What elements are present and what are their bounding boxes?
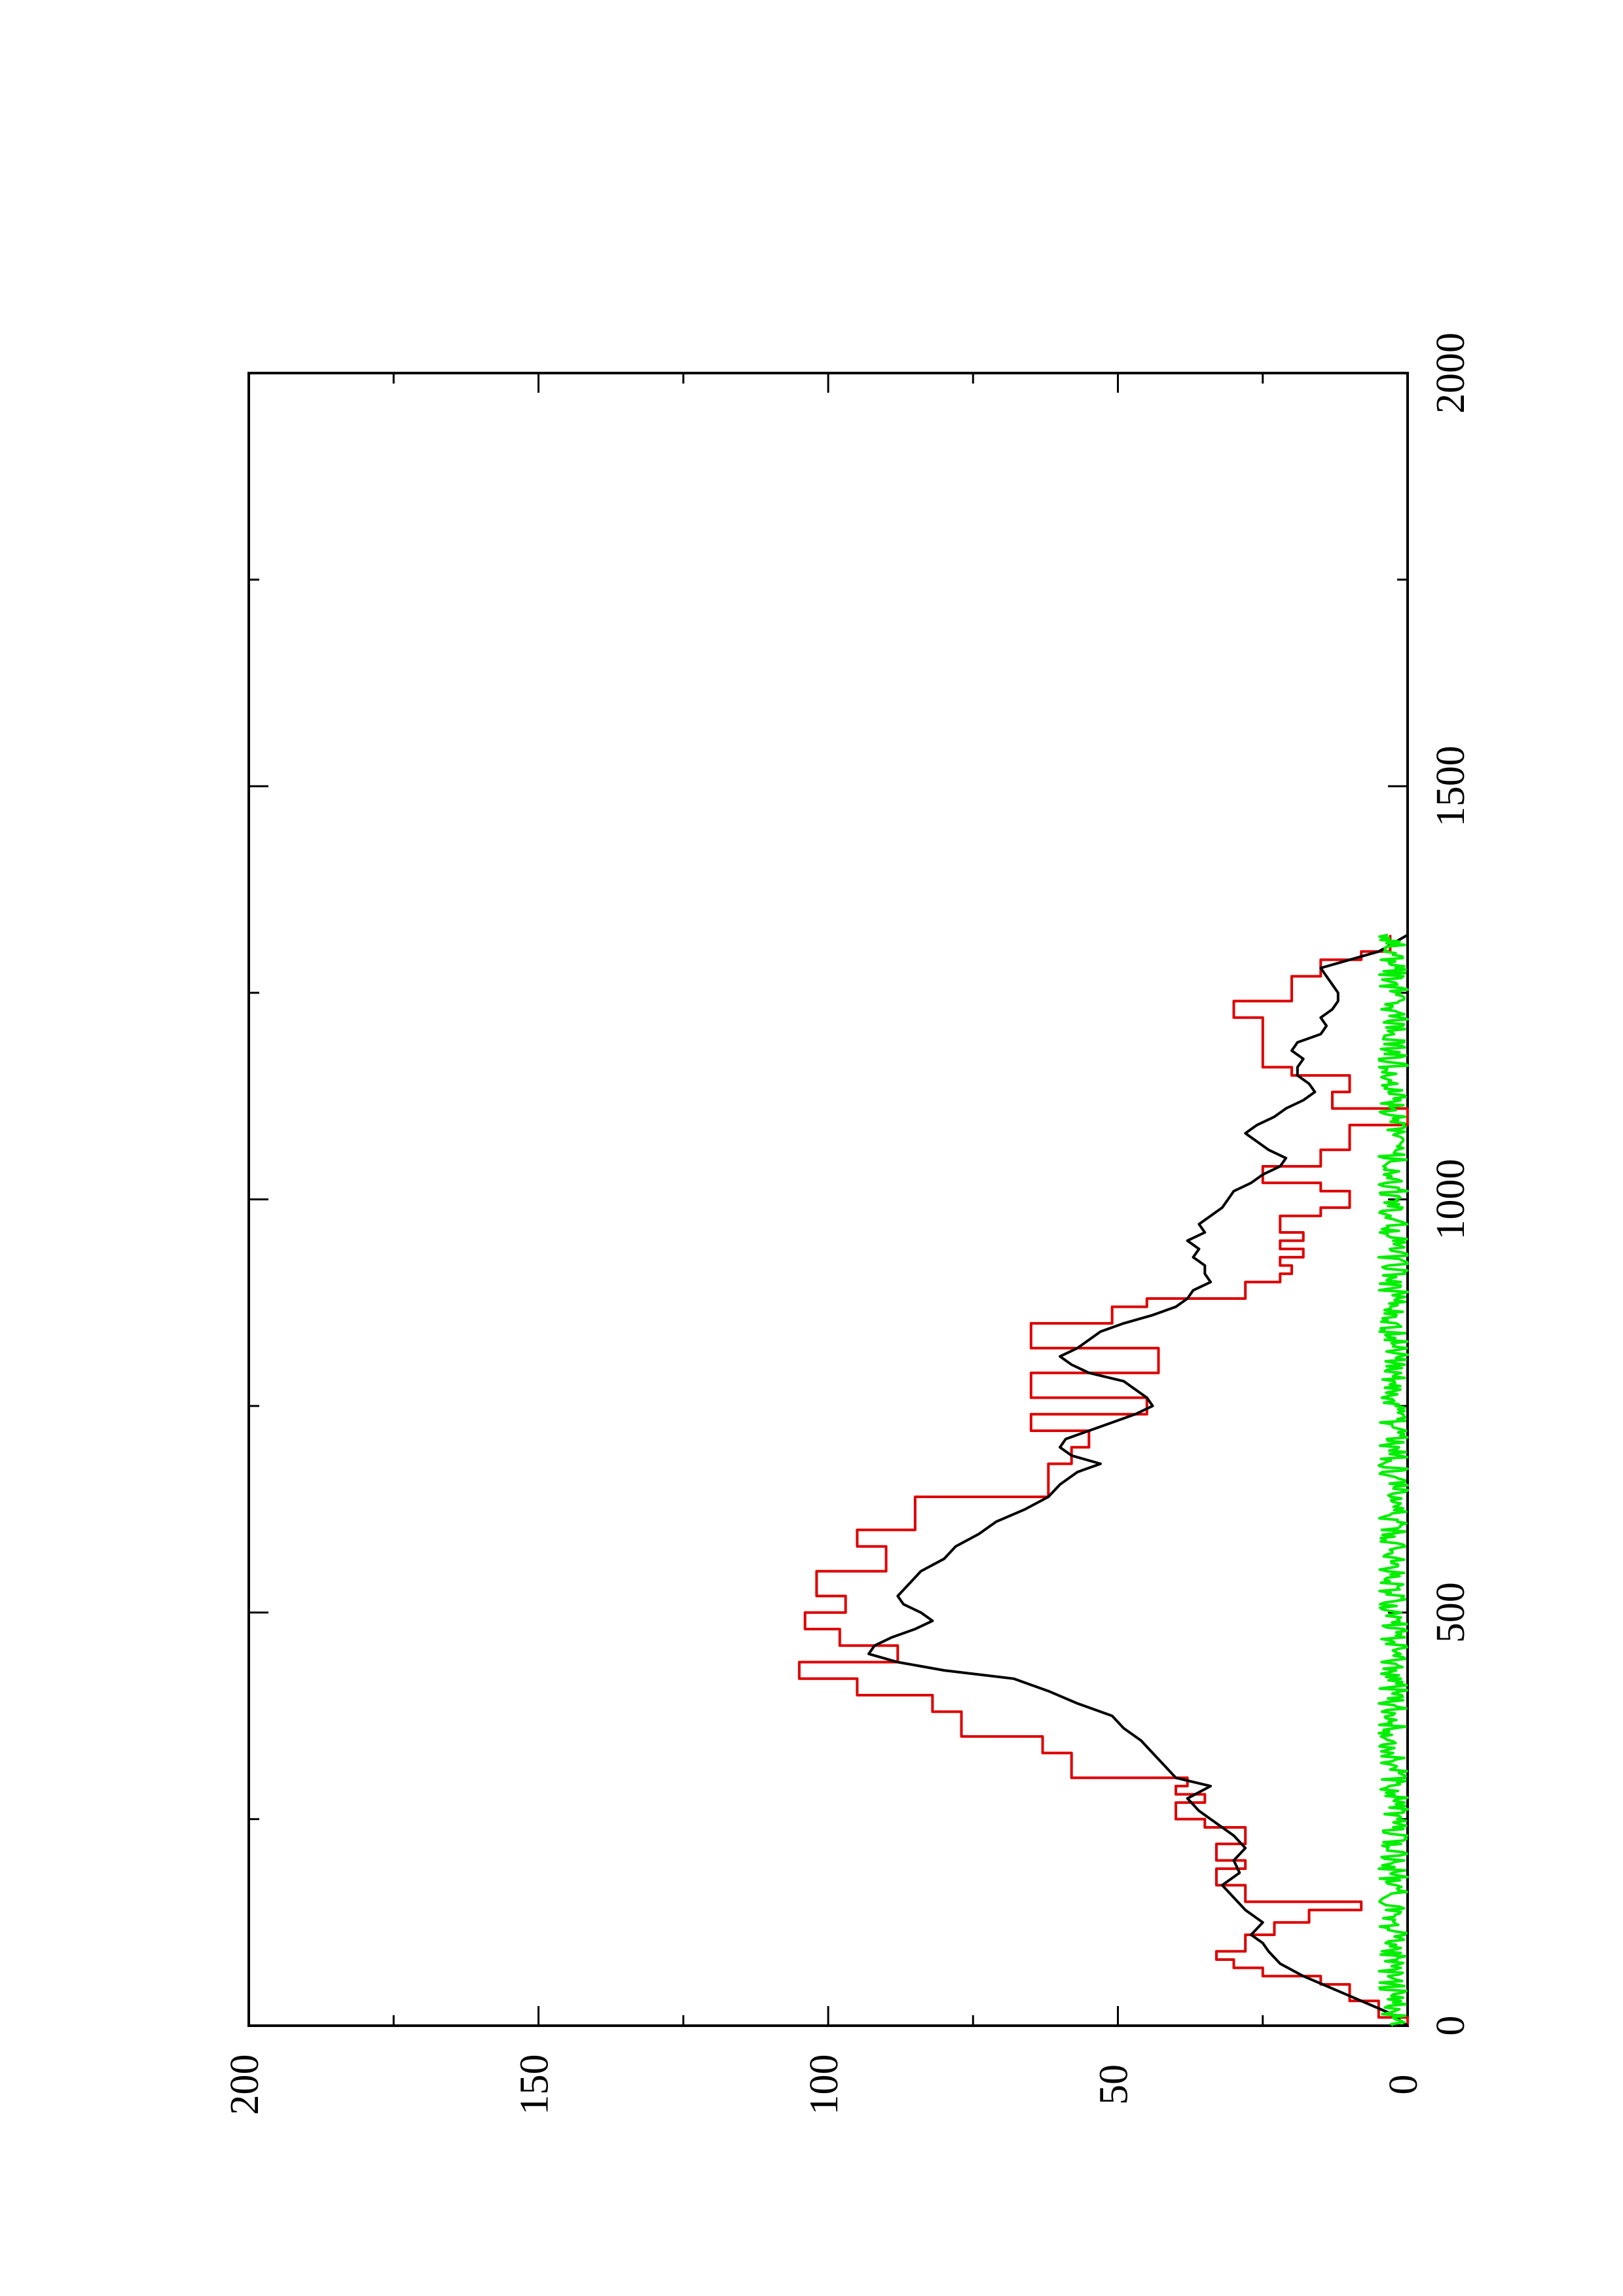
y-tick-label: 50 [1092, 2064, 1137, 2105]
x-tick-label: 500 [1429, 1582, 1473, 1643]
series-line-0 [797, 935, 1409, 2026]
series-line-2 [1377, 933, 1409, 2027]
series-line-1 [867, 933, 1409, 2027]
plot-frame [247, 372, 1409, 2027]
plot-area: 0 500 1000 1500 2000 0 50 100 150 200 [223, 332, 1473, 2115]
y-tick-label: 150 [513, 2054, 557, 2115]
x-tick-label: 1500 [1429, 745, 1473, 827]
y-tick-label: 200 [223, 2054, 267, 2115]
x-tick-label: 1000 [1429, 1159, 1473, 1240]
y-tick-label: 100 [802, 2054, 847, 2115]
x-tick-label: 2000 [1429, 332, 1473, 414]
x-tick-label: 0 [1429, 2016, 1473, 2036]
y-tick-label: 0 [1381, 2075, 1426, 2095]
